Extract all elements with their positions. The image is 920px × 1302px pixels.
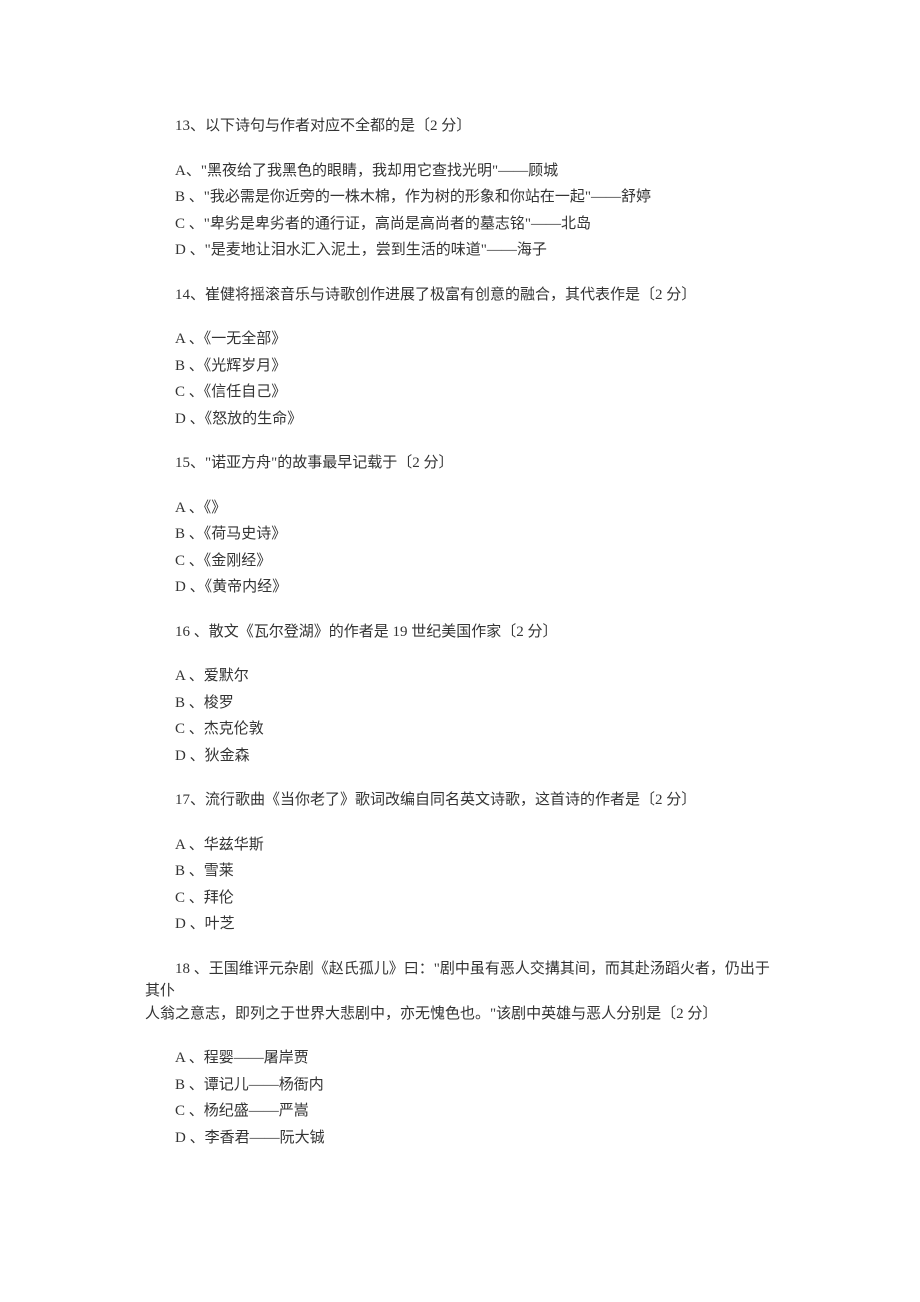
question-13-options: A、"黑夜给了我黑色的眼睛，我却用它查找光明"——顾城 B 、"我必需是你近旁的…	[145, 160, 775, 262]
question-14-text: 14、崔健将摇滚音乐与诗歌创作进展了极富有创意的融合，其代表作是〔2 分〕	[145, 284, 775, 307]
question-16-option-c: C 、杰克伦敦	[145, 718, 775, 741]
question-16-option-a: A 、爱默尔	[145, 665, 775, 688]
question-17: 17、流行歌曲《当你老了》歌词改编自同名英文诗歌，这首诗的作者是〔2 分〕 A …	[145, 789, 775, 936]
question-17-option-a: A 、华兹华斯	[145, 834, 775, 857]
question-15-options: A 、《》 B 、《荷马史诗》 C 、《金刚经》 D 、《黄帝内经》	[145, 497, 775, 599]
question-13: 13、以下诗句与作者对应不全都的是〔2 分〕 A、"黑夜给了我黑色的眼睛，我却用…	[145, 115, 775, 262]
question-14-options: A 、《一无全部》 B 、《光辉岁月》 C 、《信任自己》 D 、《怒放的生命》	[145, 328, 775, 430]
question-15-text: 15、"诺亚方舟"的故事最早记载于〔2 分〕	[145, 452, 775, 475]
question-16-option-b: B 、梭罗	[145, 692, 775, 715]
question-16: 16 、散文《瓦尔登湖》的作者是 19 世纪美国作家〔2 分〕 A 、爱默尔 B…	[145, 621, 775, 768]
question-18-option-b: B 、谭记儿——杨衙内	[145, 1074, 775, 1097]
question-14: 14、崔健将摇滚音乐与诗歌创作进展了极富有创意的融合，其代表作是〔2 分〕 A …	[145, 284, 775, 431]
question-18-text-line2: 人翁之意志，即列之于世界大悲剧中，亦无愧色也。"该剧中英雄与恶人分别是〔2 分〕	[145, 1003, 775, 1026]
question-14-option-c: C 、《信任自己》	[145, 381, 775, 404]
question-15-option-b: B 、《荷马史诗》	[145, 523, 775, 546]
question-14-option-d: D 、《怒放的生命》	[145, 408, 775, 431]
question-15-option-a: A 、《》	[145, 497, 775, 520]
question-17-text: 17、流行歌曲《当你老了》歌词改编自同名英文诗歌，这首诗的作者是〔2 分〕	[145, 789, 775, 812]
question-13-option-c: C 、"卑劣是卑劣者的通行证，高尚是高尚者的墓志铭"——北岛	[145, 213, 775, 236]
question-17-option-d: D 、叶芝	[145, 913, 775, 936]
question-13-text: 13、以下诗句与作者对应不全都的是〔2 分〕	[145, 115, 775, 138]
question-17-option-c: C 、拜伦	[145, 887, 775, 910]
question-17-option-b: B 、雪莱	[145, 860, 775, 883]
question-14-option-a: A 、《一无全部》	[145, 328, 775, 351]
question-16-option-d: D 、狄金森	[145, 745, 775, 768]
question-18-options: A 、程婴——屠岸贾 B 、谭记儿——杨衙内 C 、杨纪盛——严嵩 D 、李香君…	[145, 1047, 775, 1149]
question-15-option-d: D 、《黄帝内经》	[145, 576, 775, 599]
question-13-option-b: B 、"我必需是你近旁的一株木棉，作为树的形象和你站在一起"——舒婷	[145, 186, 775, 209]
question-15: 15、"诺亚方舟"的故事最早记载于〔2 分〕 A 、《》 B 、《荷马史诗》 C…	[145, 452, 775, 599]
question-18-text: 18 、王国维评元杂剧《赵氏孤儿》曰："剧中虽有恶人交搆其间，而其赴汤蹈火者，仍…	[145, 958, 775, 1003]
question-14-option-b: B 、《光辉岁月》	[145, 355, 775, 378]
question-17-options: A 、华兹华斯 B 、雪莱 C 、拜伦 D 、叶芝	[145, 834, 775, 936]
question-18-option-a: A 、程婴——屠岸贾	[145, 1047, 775, 1070]
question-15-option-c: C 、《金刚经》	[145, 550, 775, 573]
question-16-options: A 、爱默尔 B 、梭罗 C 、杰克伦敦 D 、狄金森	[145, 665, 775, 767]
question-13-option-a: A、"黑夜给了我黑色的眼睛，我却用它查找光明"——顾城	[145, 160, 775, 183]
question-13-option-d: D 、"是麦地让泪水汇入泥土，尝到生活的味道"——海子	[145, 239, 775, 262]
question-18-text-line1: 18 、王国维评元杂剧《赵氏孤儿》曰："剧中虽有恶人交搆其间，而其赴汤蹈火者，仍…	[145, 961, 770, 1000]
question-16-text: 16 、散文《瓦尔登湖》的作者是 19 世纪美国作家〔2 分〕	[145, 621, 775, 644]
question-18-option-d: D 、李香君——阮大铖	[145, 1127, 775, 1150]
question-18: 18 、王国维评元杂剧《赵氏孤儿》曰："剧中虽有恶人交搆其间，而其赴汤蹈火者，仍…	[145, 958, 775, 1150]
question-18-option-c: C 、杨纪盛——严嵩	[145, 1100, 775, 1123]
